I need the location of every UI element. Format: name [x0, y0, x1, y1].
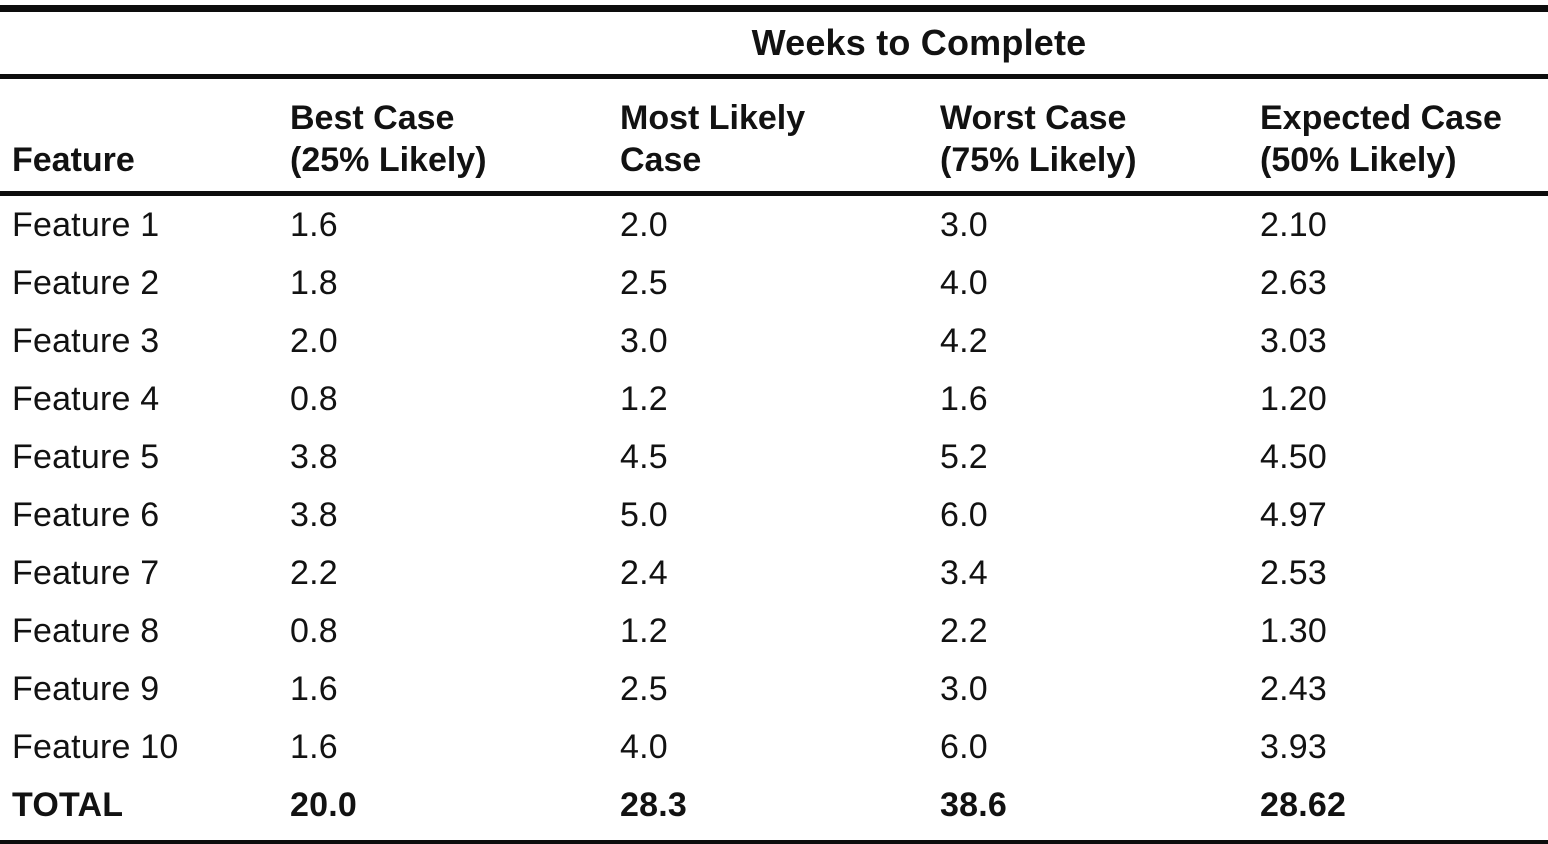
best-case-cell: 0.8 — [290, 379, 338, 418]
header-row: Feature Best Case (25% Likely) Most Like… — [0, 79, 1548, 191]
best-case-cell: 3.8 — [290, 437, 338, 476]
header-divider-rule — [0, 191, 1548, 196]
expected-case-cell: 3.03 — [1260, 321, 1327, 360]
column-header-most-likely: Most Likely Case — [620, 98, 940, 181]
expected-case-cell: 4.50 — [1260, 437, 1327, 476]
most-likely-cell: 1.2 — [620, 611, 668, 650]
column-header-best-case-line1: Best Case — [290, 99, 455, 138]
worst-case-cell: 5.2 — [940, 437, 988, 476]
column-header-most-likely-line2: Case — [620, 140, 702, 179]
feature-name-cell: Feature 10 — [12, 727, 179, 766]
column-header-worst-case: Worst Case (75% Likely) — [940, 98, 1260, 181]
table-row: Feature 8 0.8 1.2 2.2 1.30 — [0, 602, 1548, 660]
expected-case-cell: 2.43 — [1260, 669, 1327, 708]
column-header-best-case: Best Case (25% Likely) — [290, 98, 620, 181]
table-row: Feature 5 3.8 4.5 5.2 4.50 — [0, 428, 1548, 486]
worst-case-cell: 4.2 — [940, 321, 988, 360]
worst-case-cell: 4.0 — [940, 263, 988, 302]
feature-name-cell: Feature 8 — [12, 611, 160, 650]
expected-case-cell: 4.97 — [1260, 495, 1327, 534]
best-case-cell: 1.8 — [290, 263, 338, 302]
table-row: Feature 6 3.8 5.0 6.0 4.97 — [0, 486, 1548, 544]
most-likely-cell: 1.2 — [620, 379, 668, 418]
most-likely-cell: 2.4 — [620, 553, 668, 592]
feature-name-cell: Feature 4 — [12, 379, 160, 418]
column-header-expected-case-line1: Expected Case — [1260, 99, 1502, 138]
feature-name-cell: Feature 3 — [12, 321, 160, 360]
spanner-row: Weeks to Complete — [0, 12, 1548, 74]
top-rule — [0, 5, 1548, 12]
column-header-worst-case-line2: (75% Likely) — [940, 140, 1137, 179]
total-most-likely-cell: 28.3 — [620, 785, 687, 824]
expected-case-cell: 2.53 — [1260, 553, 1327, 592]
best-case-cell: 1.6 — [290, 205, 338, 244]
best-case-cell: 3.8 — [290, 495, 338, 534]
table-row: Feature 7 2.2 2.4 3.4 2.53 — [0, 544, 1548, 602]
best-case-cell: 0.8 — [290, 611, 338, 650]
spanner-divider-rule — [0, 74, 1548, 79]
worst-case-cell: 3.4 — [940, 553, 988, 592]
most-likely-cell: 5.0 — [620, 495, 668, 534]
feature-name-cell: Feature 9 — [12, 669, 160, 708]
feature-name-cell: Feature 2 — [12, 263, 160, 302]
table-row: Feature 9 1.6 2.5 3.0 2.43 — [0, 660, 1548, 718]
worst-case-cell: 1.6 — [940, 379, 988, 418]
column-header-expected-case-line2: (50% Likely) — [1260, 140, 1457, 179]
expected-case-cell: 1.30 — [1260, 611, 1327, 650]
worst-case-cell: 3.0 — [940, 669, 988, 708]
most-likely-cell: 2.0 — [620, 205, 668, 244]
worst-case-cell: 6.0 — [940, 727, 988, 766]
feature-name-cell: Feature 5 — [12, 437, 160, 476]
table-row: Feature 1 1.6 2.0 3.0 2.10 — [0, 196, 1548, 254]
worst-case-cell: 2.2 — [940, 611, 988, 650]
feature-name-cell: Feature 1 — [12, 205, 160, 244]
most-likely-cell: 2.5 — [620, 263, 668, 302]
total-expected-case-cell: 28.62 — [1260, 785, 1347, 824]
feature-name-cell: Feature 6 — [12, 495, 160, 534]
worst-case-cell: 3.0 — [940, 205, 988, 244]
table-row: Feature 3 2.0 3.0 4.2 3.03 — [0, 312, 1548, 370]
best-case-cell: 1.6 — [290, 669, 338, 708]
expected-case-cell: 2.10 — [1260, 205, 1327, 244]
table-spanner-title: Weeks to Complete — [751, 22, 1087, 63]
expected-case-cell: 1.20 — [1260, 379, 1327, 418]
best-case-cell: 1.6 — [290, 727, 338, 766]
bottom-rule — [0, 840, 1548, 844]
expected-case-cell: 3.93 — [1260, 727, 1327, 766]
most-likely-cell: 4.0 — [620, 727, 668, 766]
table-row: Feature 4 0.8 1.2 1.6 1.20 — [0, 370, 1548, 428]
total-best-case-cell: 20.0 — [290, 785, 357, 824]
best-case-cell: 2.0 — [290, 321, 338, 360]
table-row: Feature 2 1.8 2.5 4.0 2.63 — [0, 254, 1548, 312]
column-header-feature: Feature — [12, 140, 135, 179]
worst-case-cell: 6.0 — [940, 495, 988, 534]
feature-name-cell: Feature 7 — [12, 553, 160, 592]
expected-case-cell: 2.63 — [1260, 263, 1327, 302]
total-worst-case-cell: 38.6 — [940, 785, 1007, 824]
total-row: TOTAL 20.0 28.3 38.6 28.62 — [0, 776, 1548, 834]
column-header-most-likely-line1: Most Likely — [620, 99, 806, 138]
most-likely-cell: 2.5 — [620, 669, 668, 708]
table-row: Feature 10 1.6 4.0 6.0 3.93 — [0, 718, 1548, 776]
column-header-expected-case: Expected Case (50% Likely) — [1260, 98, 1548, 181]
best-case-cell: 2.2 — [290, 553, 338, 592]
column-header-best-case-line2: (25% Likely) — [290, 140, 487, 179]
most-likely-cell: 3.0 — [620, 321, 668, 360]
total-label-cell: TOTAL — [12, 785, 124, 824]
column-header-worst-case-line1: Worst Case — [940, 99, 1127, 138]
most-likely-cell: 4.5 — [620, 437, 668, 476]
